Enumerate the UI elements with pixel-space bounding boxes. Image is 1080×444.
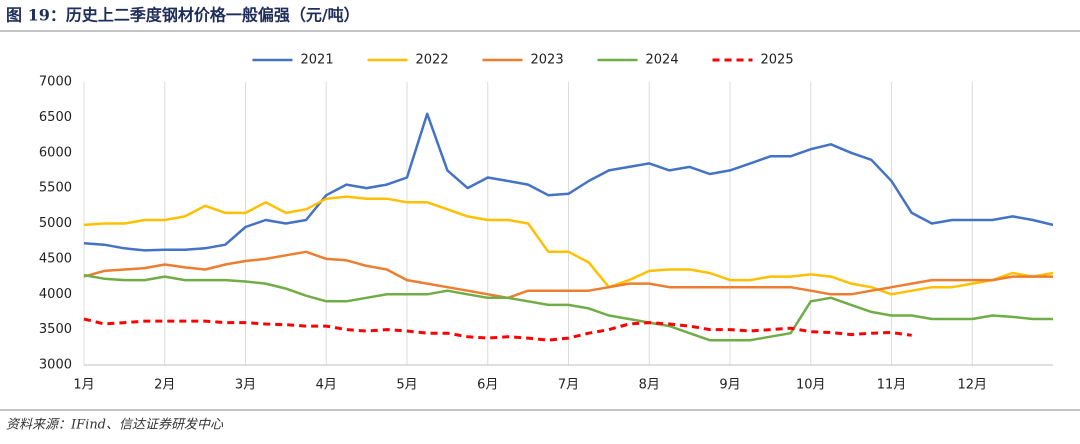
y-tick-label: 3500 bbox=[39, 322, 72, 337]
legend-label: 2023 bbox=[531, 53, 564, 68]
legend-label: 2024 bbox=[646, 53, 679, 68]
source-note: 资料来源：IFind、信达证券研发中心 bbox=[6, 418, 224, 433]
x-tick-label: 2月 bbox=[154, 378, 175, 393]
legend-label: 2025 bbox=[761, 53, 794, 68]
series-line bbox=[83, 195, 1054, 296]
x-tick-label: 9月 bbox=[719, 378, 740, 393]
y-tick-label: 5500 bbox=[39, 181, 72, 196]
x-tick-label: 3月 bbox=[235, 378, 256, 393]
x-tick-label: 7月 bbox=[558, 378, 579, 393]
y-tick-label: 7000 bbox=[39, 75, 72, 90]
x-tick-label: 1月 bbox=[73, 378, 94, 393]
chart-title: 图 19：历史上二季度钢材价格一般偏强（元/吨） bbox=[6, 6, 360, 25]
y-tick-label: 3000 bbox=[39, 358, 72, 373]
x-tick-label: 10月 bbox=[796, 378, 826, 393]
series-line bbox=[83, 317, 912, 342]
x-tick-label: 12月 bbox=[957, 378, 987, 393]
x-tick-label: 4月 bbox=[316, 378, 337, 393]
legend-label: 2021 bbox=[301, 53, 334, 68]
series-line bbox=[83, 273, 1053, 342]
y-tick-label: 6000 bbox=[39, 145, 72, 160]
series-line bbox=[83, 112, 1054, 252]
x-tick-label: 5月 bbox=[396, 378, 417, 393]
legend-label: 2022 bbox=[416, 53, 449, 68]
y-tick-label: 6500 bbox=[39, 110, 72, 125]
y-tick-label: 4000 bbox=[39, 287, 72, 302]
x-tick-label: 8月 bbox=[639, 378, 660, 393]
x-tick-label: 11月 bbox=[877, 378, 907, 393]
y-tick-label: 5000 bbox=[39, 216, 72, 231]
x-tick-label: 6月 bbox=[477, 378, 498, 393]
series-line bbox=[83, 250, 1053, 300]
y-tick-label: 4500 bbox=[39, 251, 72, 266]
